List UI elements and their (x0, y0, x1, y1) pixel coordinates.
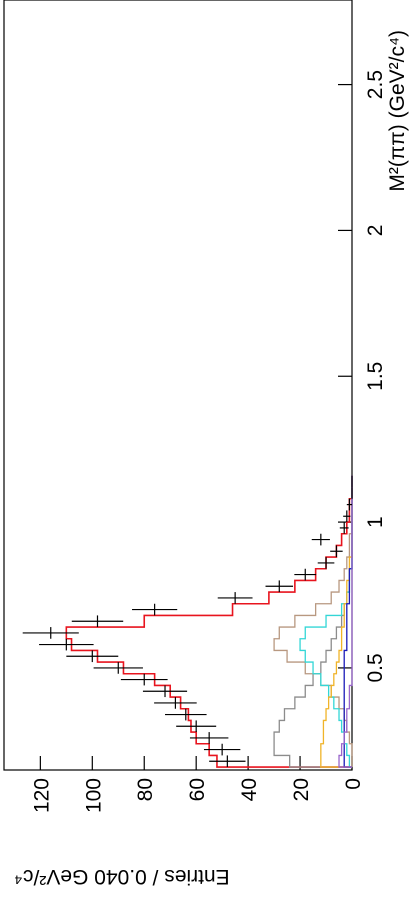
data-point (154, 697, 197, 709)
data-point (165, 708, 207, 721)
data-point (39, 638, 94, 651)
y-tick-label: 20 (290, 778, 313, 801)
histogram-step (273, 475, 353, 768)
histogram-step (338, 475, 353, 768)
y-axis-label: Entries / 0.040 GeV²/c⁴ (14, 865, 230, 888)
data-point (311, 533, 330, 546)
data-point (339, 522, 349, 534)
data-point (265, 580, 294, 593)
histogram-step (343, 475, 353, 768)
data-point (132, 603, 178, 616)
histogram-step (65, 475, 353, 768)
data-point (294, 568, 317, 581)
y-tick-label: 60 (186, 778, 209, 801)
data-point (176, 720, 217, 733)
y-tick-label: 0 (342, 778, 365, 790)
data-point (142, 685, 188, 698)
y-tick-label: 120 (30, 778, 53, 813)
x-axis-label: M²(ππ) (GeV²/c⁴) (386, 30, 409, 192)
data-point (346, 498, 352, 511)
data-point (93, 662, 143, 674)
data-point (120, 673, 168, 686)
data-point (189, 732, 229, 744)
x-tick-label: 1.5 (364, 362, 387, 391)
data-point (71, 615, 124, 628)
x-tick-label: 0.5 (364, 653, 387, 682)
rotated-plot: 0.5 1 1.5 2 2.5 0 20 40 60 80 100 120 M²(ππ) (GeV²/c… (3, 0, 409, 888)
data-point (66, 650, 119, 663)
x-tick-label: 1 (364, 516, 387, 528)
plot-frame (3, 0, 353, 771)
data-point (22, 627, 79, 639)
x-tick-label: 2.5 (364, 70, 387, 99)
y-tick-label: 80 (134, 778, 157, 801)
data-point (330, 545, 343, 558)
y-tick-label: 40 (238, 778, 261, 801)
data-point (343, 510, 351, 523)
data-point (217, 592, 253, 604)
histogram-step (273, 475, 353, 768)
data-point (317, 557, 335, 569)
y-tick-label: 100 (82, 778, 105, 813)
x-tick-label: 2 (364, 225, 387, 237)
data-point (209, 755, 246, 768)
data-point (203, 743, 241, 756)
